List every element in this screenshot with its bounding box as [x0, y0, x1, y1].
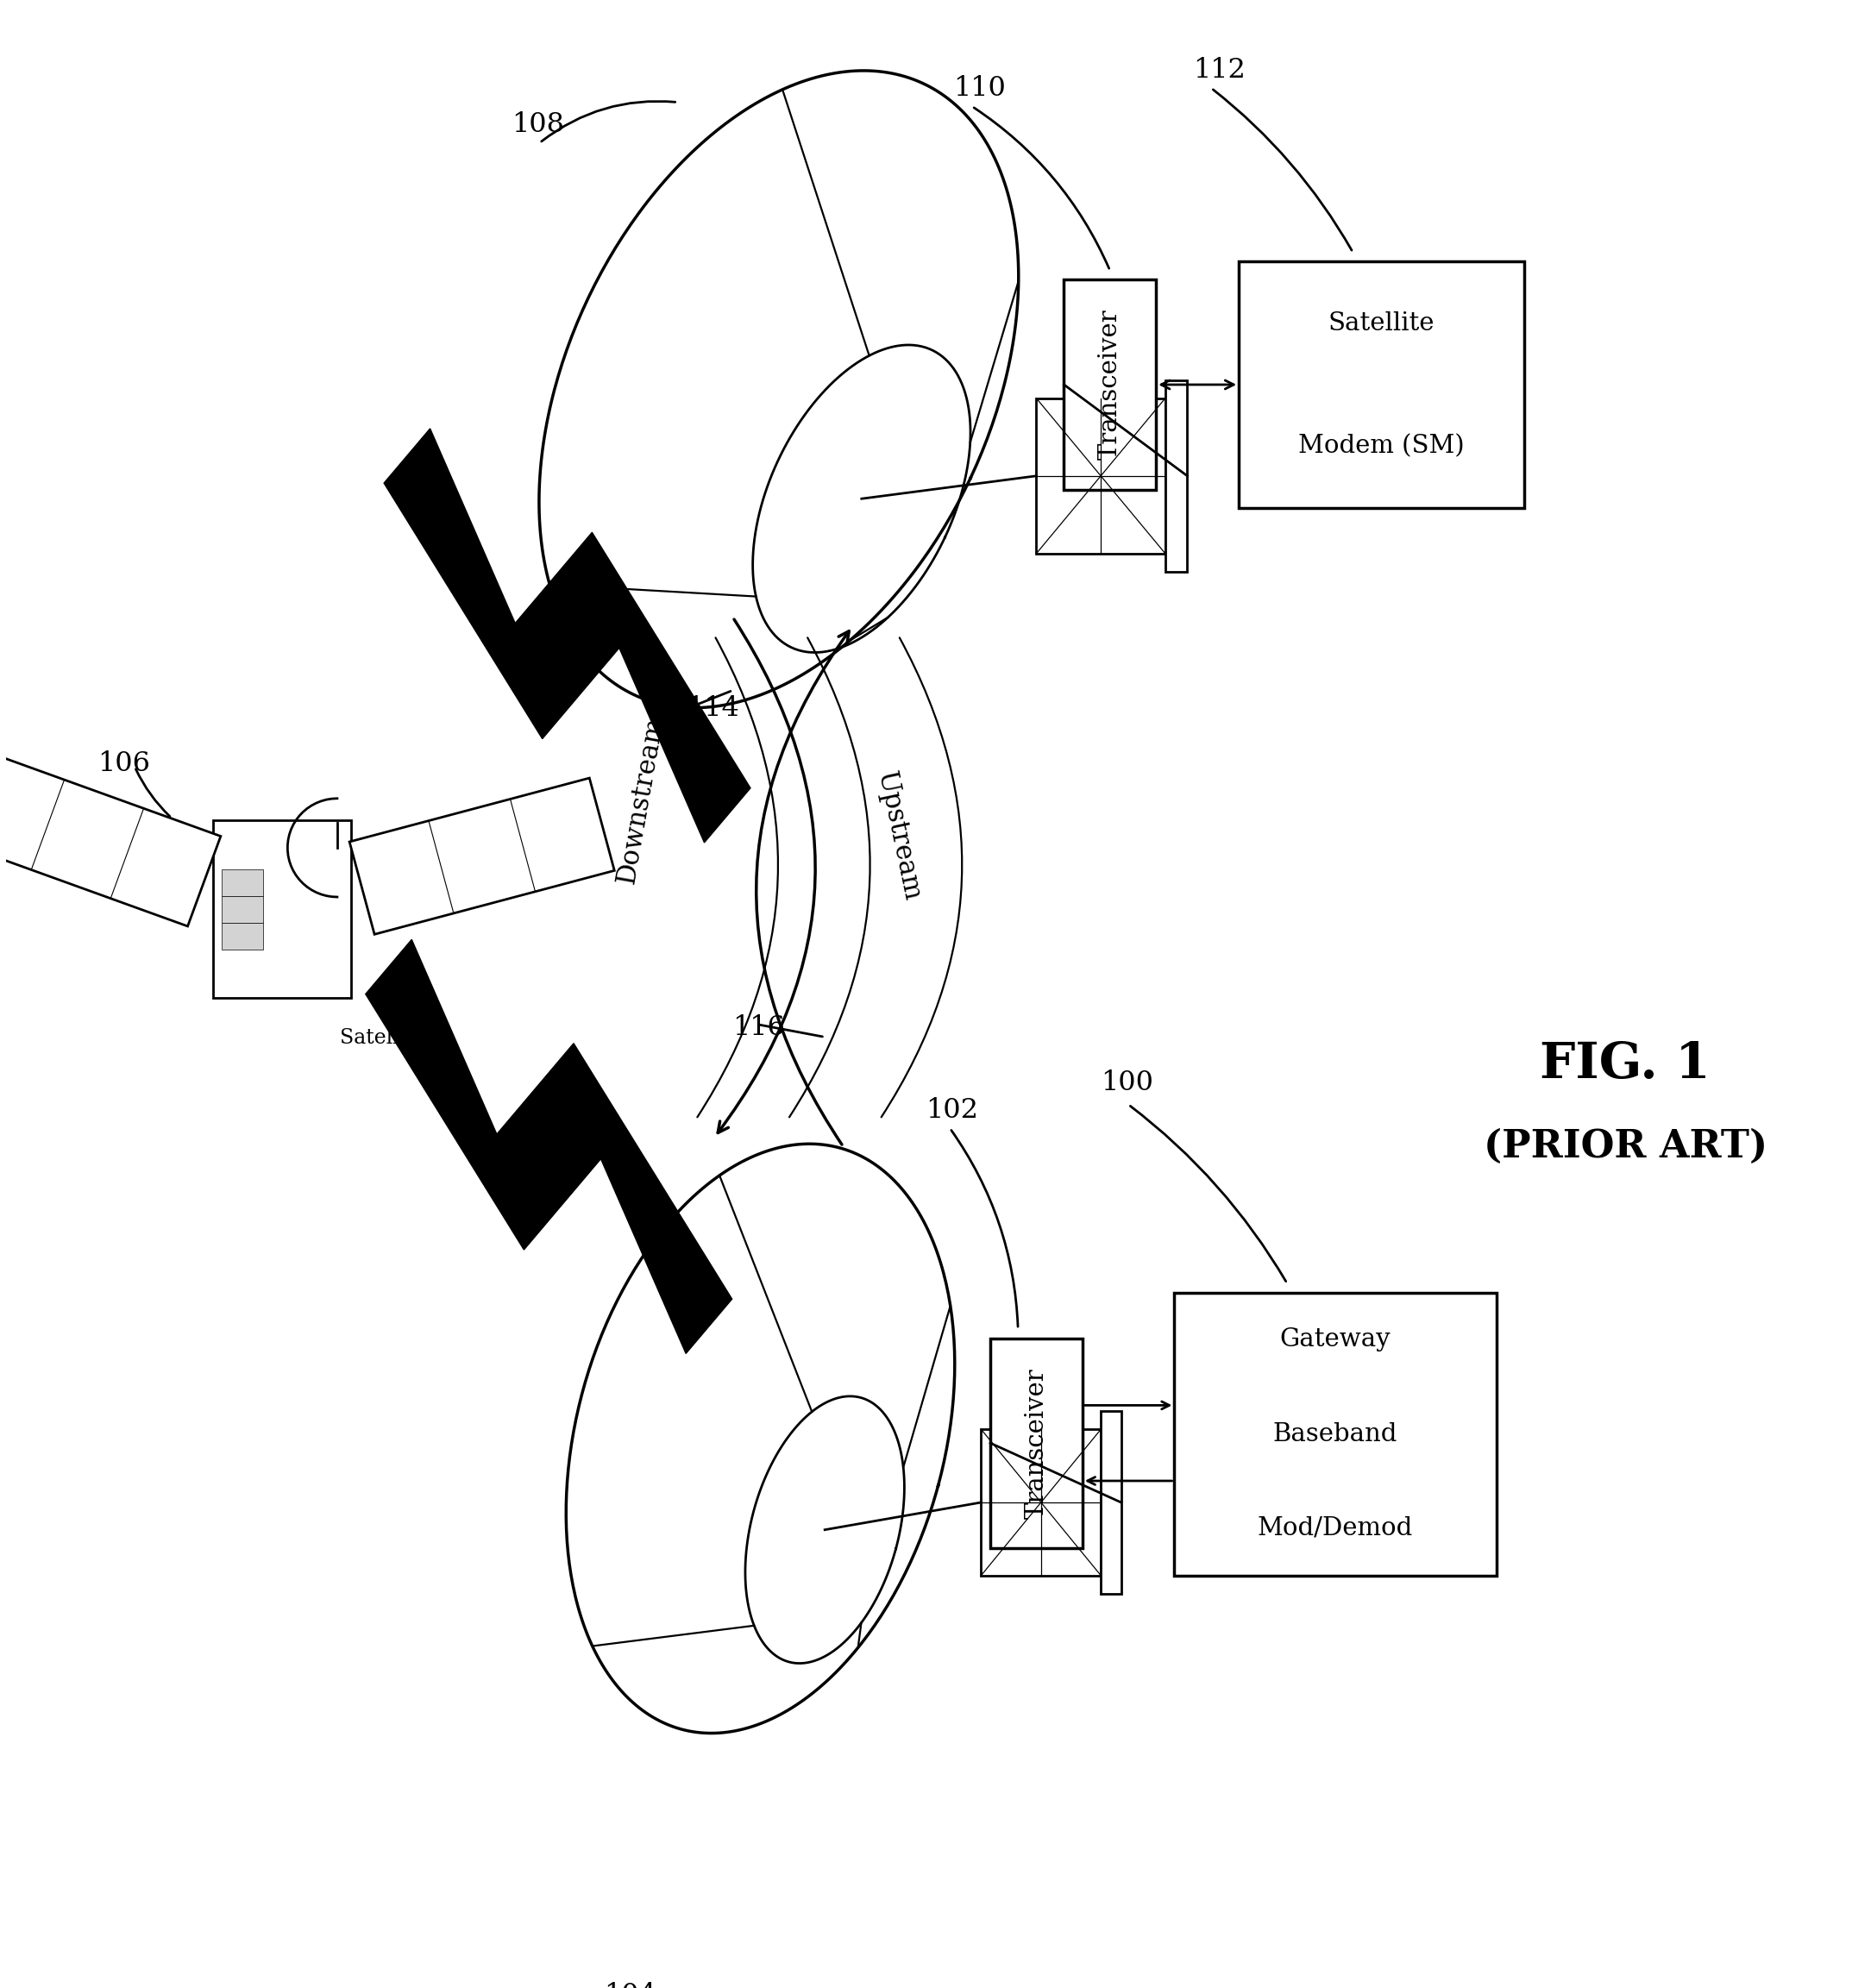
Text: 102: 102 [926, 1097, 978, 1123]
Polygon shape [350, 777, 615, 934]
Bar [982, 1429, 1100, 1574]
Bar [991, 1338, 1082, 1549]
Bar [1100, 1411, 1120, 1594]
Text: Satellite: Satellite [1328, 310, 1435, 336]
Bar [220, 869, 263, 897]
FancyArrowPatch shape [882, 638, 961, 1117]
Polygon shape [0, 751, 220, 926]
Text: FIG. 1: FIG. 1 [1539, 1040, 1711, 1089]
FancyArrowPatch shape [756, 630, 848, 1145]
Text: Baseband: Baseband [1272, 1421, 1398, 1445]
Bar [1174, 1292, 1496, 1574]
Polygon shape [365, 940, 732, 1354]
Text: 114: 114 [687, 696, 739, 722]
FancyArrowPatch shape [789, 638, 870, 1117]
Text: Mod/Demod: Mod/Demod [1258, 1517, 1413, 1541]
Bar [213, 821, 352, 998]
Bar [1037, 398, 1165, 553]
Bar [220, 922, 263, 950]
Text: Transceiver: Transceiver [1024, 1368, 1048, 1519]
Text: 110: 110 [954, 76, 1006, 101]
Text: 112: 112 [1193, 56, 1245, 83]
Text: 116: 116 [733, 1014, 785, 1042]
FancyArrowPatch shape [719, 620, 815, 1133]
Text: 106: 106 [98, 749, 150, 777]
Bar [1239, 262, 1524, 507]
Text: 104: 104 [604, 1982, 657, 1988]
FancyArrowPatch shape [698, 638, 778, 1117]
Text: 108: 108 [511, 111, 565, 137]
Bar [220, 897, 263, 922]
Bar [1165, 380, 1187, 573]
Text: Upstream: Upstream [872, 769, 926, 905]
Polygon shape [383, 429, 750, 843]
Text: 100: 100 [1100, 1070, 1154, 1095]
Bar [1065, 280, 1156, 489]
Text: Gateway: Gateway [1280, 1328, 1391, 1352]
Text: Transceiver: Transceiver [1098, 310, 1122, 459]
Text: (PRIOR ART): (PRIOR ART) [1483, 1127, 1767, 1165]
Text: Downstream: Downstream [613, 714, 669, 885]
Text: Modem (SM): Modem (SM) [1298, 433, 1465, 459]
Text: Satellite: Satellite [341, 1028, 426, 1048]
